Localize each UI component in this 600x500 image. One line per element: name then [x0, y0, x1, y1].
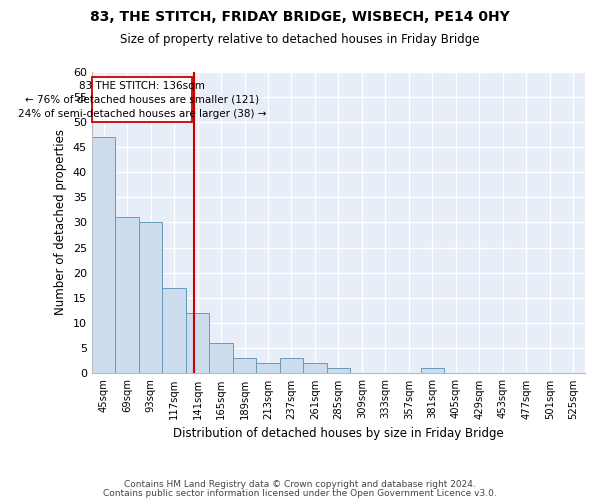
- Bar: [233, 358, 256, 374]
- Bar: [256, 364, 280, 374]
- Bar: [280, 358, 303, 374]
- Bar: [421, 368, 444, 374]
- FancyBboxPatch shape: [92, 76, 193, 122]
- Bar: [209, 343, 233, 374]
- Text: Contains public sector information licensed under the Open Government Licence v3: Contains public sector information licen…: [103, 490, 497, 498]
- Bar: [92, 137, 115, 374]
- Text: ← 76% of detached houses are smaller (121): ← 76% of detached houses are smaller (12…: [25, 94, 259, 104]
- Bar: [303, 364, 326, 374]
- Text: Contains HM Land Registry data © Crown copyright and database right 2024.: Contains HM Land Registry data © Crown c…: [124, 480, 476, 489]
- Bar: [186, 313, 209, 374]
- Text: 24% of semi-detached houses are larger (38) →: 24% of semi-detached houses are larger (…: [18, 110, 266, 120]
- Bar: [139, 222, 163, 374]
- Text: Size of property relative to detached houses in Friday Bridge: Size of property relative to detached ho…: [120, 32, 480, 46]
- Bar: [326, 368, 350, 374]
- Bar: [115, 218, 139, 374]
- Text: 83, THE STITCH, FRIDAY BRIDGE, WISBECH, PE14 0HY: 83, THE STITCH, FRIDAY BRIDGE, WISBECH, …: [90, 10, 510, 24]
- Bar: [163, 288, 186, 374]
- Y-axis label: Number of detached properties: Number of detached properties: [55, 130, 67, 316]
- X-axis label: Distribution of detached houses by size in Friday Bridge: Distribution of detached houses by size …: [173, 427, 504, 440]
- Text: 83 THE STITCH: 136sqm: 83 THE STITCH: 136sqm: [79, 80, 205, 90]
